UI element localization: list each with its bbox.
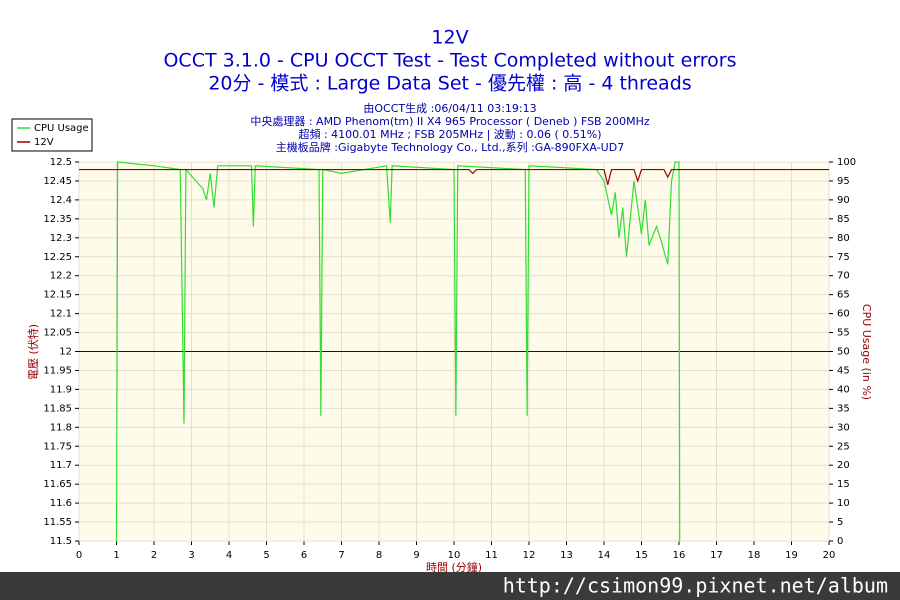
- y2-tick-label: 85: [837, 214, 850, 225]
- x-tick-label: 2: [151, 550, 157, 561]
- y2-tick-label: 25: [837, 441, 850, 452]
- y-tick-label: 11.7: [50, 460, 72, 471]
- watermark-bar: [0, 572, 900, 600]
- x-tick-label: 7: [338, 550, 344, 561]
- legend-label: 12V: [34, 137, 54, 148]
- y2-tick-label: 95: [837, 176, 850, 187]
- y-tick-label: 11.55: [43, 517, 72, 528]
- y-tick-label: 12.05: [43, 328, 72, 339]
- x-tick-label: 10: [448, 550, 461, 561]
- y-tick-label: 11.9: [50, 384, 72, 395]
- info-line: 超頻 : 4100.01 MHz ; FSB 205MHz | 波動 : 0.0…: [298, 127, 601, 141]
- x-tick-label: 14: [598, 550, 611, 561]
- x-tick-label: 16: [673, 550, 686, 561]
- series-line: [115, 161, 681, 542]
- legend: [11, 118, 93, 152]
- y-tick-label: 11.8: [50, 422, 72, 433]
- y-tick-label: 12.25: [43, 252, 72, 263]
- y-tick-label: 11.85: [43, 403, 72, 414]
- x-tick-label: 15: [635, 550, 648, 561]
- x-tick-label: 3: [188, 550, 194, 561]
- y-tick-label: 12.2: [50, 271, 72, 282]
- y2-tick-label: 10: [837, 498, 850, 509]
- x-axis-label: 時間 (分鐘): [426, 560, 482, 574]
- x-tick-label: 17: [710, 550, 723, 561]
- y2-tick-label: 60: [837, 309, 850, 320]
- y2-tick-label: 50: [837, 347, 850, 358]
- info-line: 主機板品牌 :Gigabyte Technology Co., Ltd.,系列 …: [276, 140, 624, 154]
- x-tick-label: 5: [263, 550, 269, 561]
- info-line: 由OCCT生成 :06/04/11 03:19:13: [363, 101, 536, 115]
- x-tick-label: 6: [301, 550, 307, 561]
- legend-label: CPU Usage: [34, 123, 89, 134]
- y2-tick-label: 40: [837, 384, 850, 395]
- series-line: [79, 168, 829, 185]
- x-tick-label: 8: [376, 550, 382, 561]
- y2-tick-label: 65: [837, 290, 850, 301]
- y2-tick-label: 100: [837, 157, 856, 168]
- x-tick-label: 9: [413, 550, 419, 561]
- y-axis-label: 電壓 (伏特): [26, 324, 40, 380]
- y2-tick-label: 45: [837, 365, 850, 376]
- y-tick-label: 11.5: [50, 536, 72, 547]
- x-tick-label: 18: [748, 550, 761, 561]
- chart-subtitle: OCCT 3.1.0 - CPU OCCT Test - Test Comple…: [163, 50, 736, 72]
- y-tick-label: 12.4: [50, 195, 72, 206]
- x-tick-label: 19: [785, 550, 798, 561]
- y2-tick-label: 5: [837, 517, 843, 528]
- y2-tick-label: 70: [837, 271, 850, 282]
- chart-title: 12V: [431, 27, 468, 49]
- watermark: http://csimon99.pixnet.net/album: [503, 574, 888, 598]
- x-tick-label: 1: [113, 550, 119, 561]
- y-tick-label: 12.45: [43, 176, 72, 187]
- y2-tick-label: 15: [837, 479, 850, 490]
- y-tick-label: 11.6: [50, 498, 72, 509]
- y2-tick-label: 90: [837, 195, 850, 206]
- y2-tick-label: 30: [837, 422, 850, 433]
- y2-axis-label: CPU Usage (in %): [860, 304, 873, 400]
- y-tick-label: 11.95: [43, 365, 72, 376]
- x-tick-label: 12: [523, 550, 536, 561]
- y2-tick-label: 20: [837, 460, 850, 471]
- y2-tick-label: 0: [837, 536, 843, 547]
- x-tick-label: 0: [76, 550, 82, 561]
- y-tick-label: 12.3: [50, 233, 72, 244]
- x-tick-label: 11: [485, 550, 498, 561]
- y-tick-label: 12.15: [43, 290, 72, 301]
- x-tick-label: 13: [560, 550, 573, 561]
- y-tick-label: 12.35: [43, 214, 72, 225]
- y-tick-label: 11.65: [43, 479, 72, 490]
- y-tick-label: 12: [59, 347, 72, 358]
- y2-tick-label: 75: [837, 252, 850, 263]
- y2-tick-label: 35: [837, 403, 850, 414]
- x-tick-label: 20: [823, 550, 836, 561]
- info-line: 中央處理器 : AMD Phenom(tm) II X4 965 Process…: [250, 114, 650, 128]
- y2-tick-label: 55: [837, 328, 850, 339]
- y-tick-label: 12.5: [50, 157, 72, 168]
- chart-subtitle: 20分 - 模式 : Large Data Set - 優先權 : 高 - 4 …: [208, 73, 691, 95]
- y2-tick-label: 80: [837, 233, 850, 244]
- y-tick-label: 11.75: [43, 441, 72, 452]
- y-tick-label: 12.1: [50, 309, 72, 320]
- x-tick-label: 4: [226, 550, 232, 561]
